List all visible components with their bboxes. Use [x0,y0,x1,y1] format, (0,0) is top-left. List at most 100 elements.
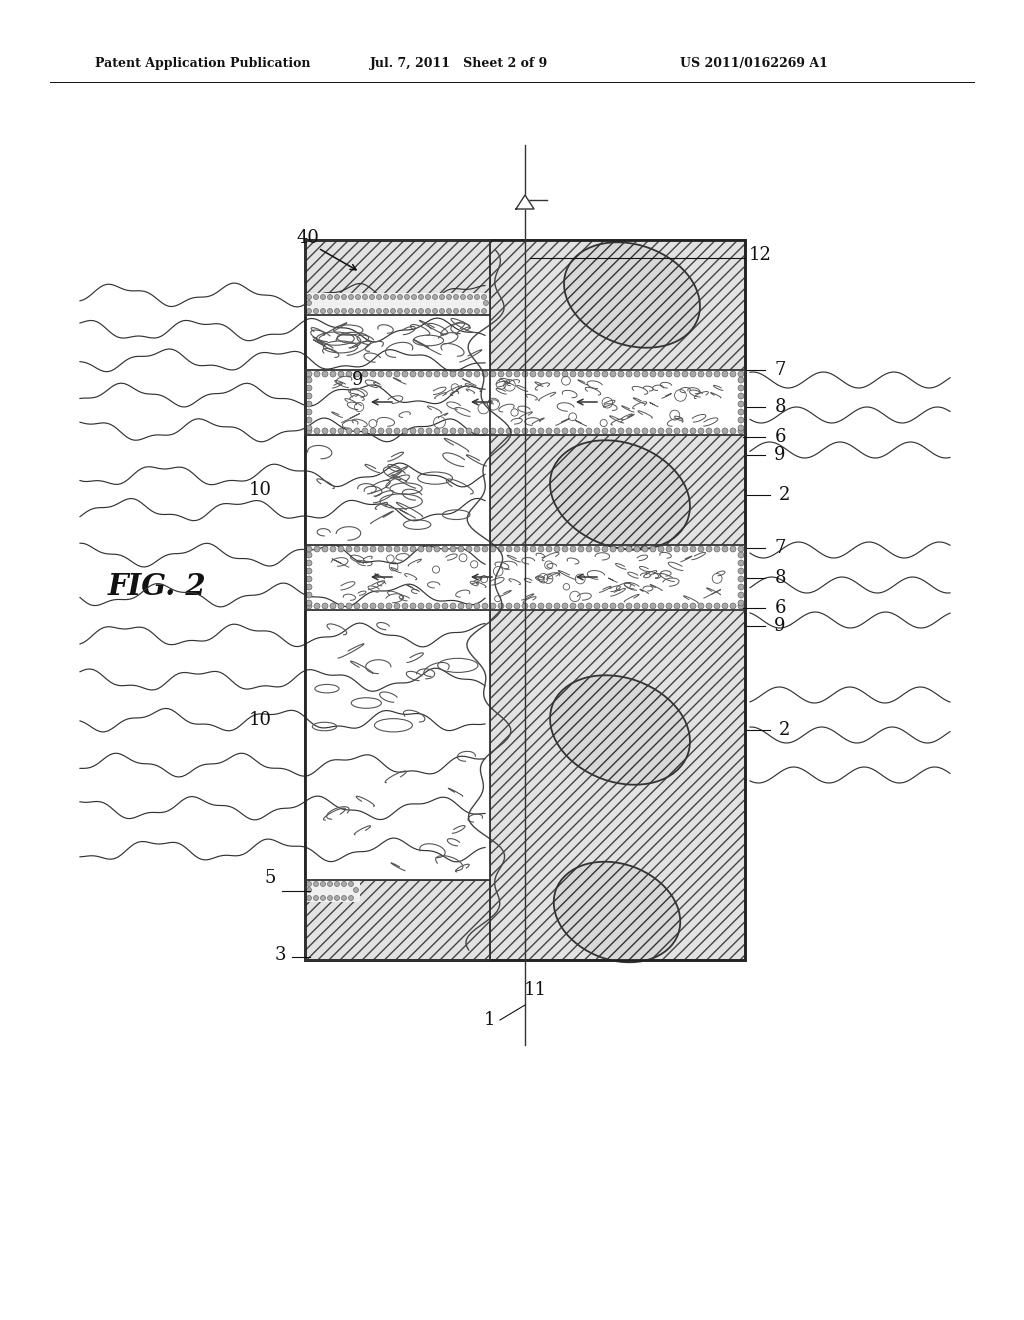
Circle shape [706,428,712,434]
Polygon shape [305,315,490,880]
Circle shape [482,371,488,378]
Circle shape [306,417,312,422]
Circle shape [650,428,656,434]
Circle shape [418,546,424,552]
Circle shape [454,309,459,314]
Circle shape [586,371,592,378]
Circle shape [306,887,311,892]
Circle shape [570,371,575,378]
Circle shape [578,546,584,552]
Circle shape [481,309,486,314]
Circle shape [642,371,648,378]
Circle shape [650,546,656,552]
Circle shape [404,309,410,314]
Circle shape [522,371,528,378]
Circle shape [506,428,512,434]
Circle shape [658,371,664,378]
Circle shape [397,294,402,300]
Text: 11: 11 [523,981,547,999]
Circle shape [386,546,392,552]
Circle shape [348,882,353,887]
Circle shape [690,428,696,434]
Circle shape [674,603,680,609]
Circle shape [362,294,368,300]
Circle shape [386,428,392,434]
Circle shape [306,428,312,434]
Circle shape [738,568,744,574]
Circle shape [434,603,440,609]
Circle shape [530,371,536,378]
Circle shape [738,601,744,606]
Text: 1: 1 [484,1011,496,1030]
Circle shape [554,603,560,609]
Circle shape [362,603,368,609]
Circle shape [426,603,432,609]
Circle shape [341,882,346,887]
Circle shape [390,309,395,314]
Circle shape [618,428,624,434]
Circle shape [602,603,608,609]
Circle shape [738,428,744,434]
Circle shape [458,546,464,552]
Circle shape [666,546,672,552]
Circle shape [306,601,312,606]
Circle shape [658,428,664,434]
Circle shape [706,371,712,378]
Circle shape [412,309,417,314]
Circle shape [341,309,346,314]
Text: 40: 40 [297,228,319,247]
Circle shape [370,371,376,378]
Circle shape [418,603,424,609]
Circle shape [626,371,632,378]
Circle shape [738,583,744,590]
Circle shape [514,603,520,609]
Circle shape [426,294,430,300]
Polygon shape [305,293,490,315]
Circle shape [341,895,346,900]
Circle shape [546,371,552,378]
Text: 9: 9 [774,446,785,465]
Circle shape [730,371,736,378]
Circle shape [498,546,504,552]
Circle shape [698,428,705,434]
Circle shape [642,428,648,434]
Ellipse shape [550,441,690,549]
Text: 8: 8 [774,399,785,416]
Circle shape [738,385,744,391]
Circle shape [418,371,424,378]
Circle shape [328,294,333,300]
Circle shape [538,371,544,378]
Circle shape [594,371,600,378]
Circle shape [362,371,368,378]
Circle shape [481,294,486,300]
Circle shape [514,428,520,434]
Circle shape [354,603,360,609]
Circle shape [346,371,352,378]
Circle shape [602,428,608,434]
Circle shape [306,576,312,582]
Circle shape [386,371,392,378]
Circle shape [394,428,400,434]
Circle shape [714,428,720,434]
Circle shape [562,603,568,609]
Circle shape [578,371,584,378]
Circle shape [442,428,449,434]
Circle shape [738,576,744,582]
Circle shape [410,371,416,378]
Circle shape [466,603,472,609]
Circle shape [412,294,417,300]
Circle shape [322,603,328,609]
Text: 7: 7 [774,360,785,379]
Circle shape [738,591,744,598]
Circle shape [328,882,333,887]
Circle shape [634,546,640,552]
Circle shape [377,294,382,300]
Polygon shape [490,240,745,960]
Text: 3: 3 [274,946,286,964]
Circle shape [306,882,311,887]
Circle shape [402,603,408,609]
Circle shape [418,428,424,434]
Circle shape [738,552,744,558]
Circle shape [474,603,480,609]
Circle shape [738,371,744,378]
